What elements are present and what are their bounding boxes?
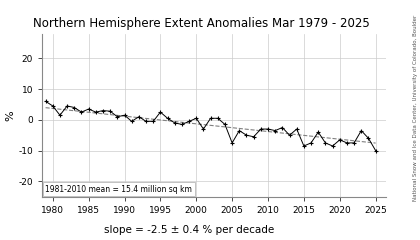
Text: slope = -2.5 ± 0.4 % per decade: slope = -2.5 ± 0.4 % per decade — [104, 225, 274, 235]
Text: Northern Hemisphere Extent Anomalies Mar 1979 - 2025: Northern Hemisphere Extent Anomalies Mar… — [33, 17, 370, 30]
Y-axis label: %: % — [5, 110, 16, 120]
Text: 1981-2010 mean = 15.4 million sq km: 1981-2010 mean = 15.4 million sq km — [45, 185, 192, 193]
Text: National Snow and Ice Data Center, University of Colorado, Boulder: National Snow and Ice Data Center, Unive… — [413, 15, 418, 201]
